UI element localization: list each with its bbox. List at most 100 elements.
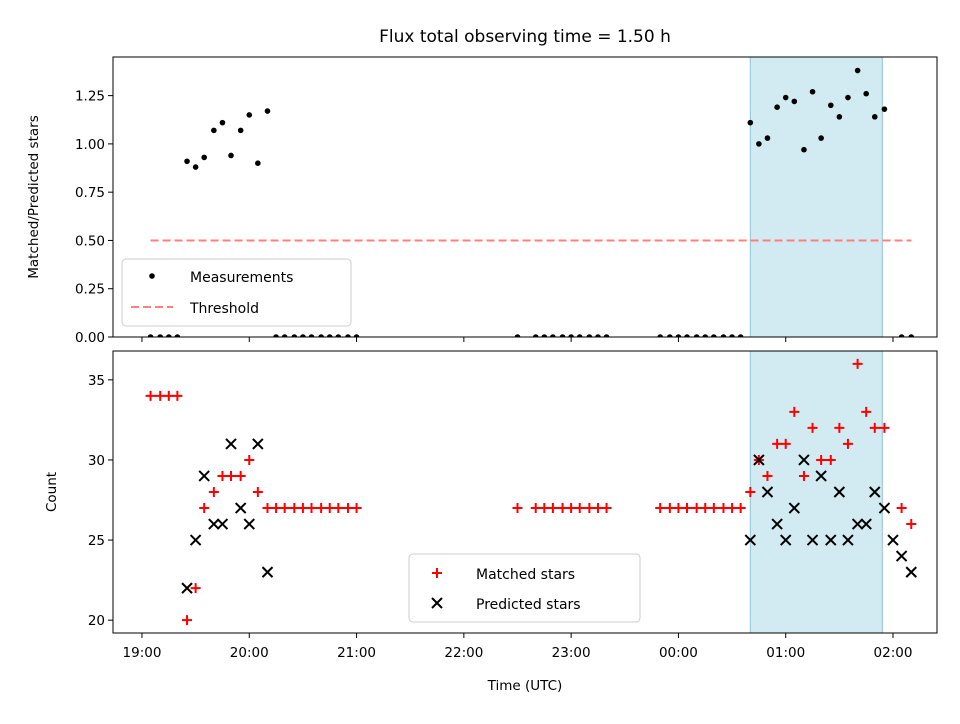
matched-star-point: [772, 438, 783, 449]
y-tick-label: 20: [88, 613, 105, 629]
matched-star-point: [235, 470, 246, 481]
predicted-star-point: [825, 534, 837, 546]
predicted-star-point: [869, 486, 881, 498]
y-tick-label: 0.50: [75, 233, 105, 249]
legend-box: [408, 553, 641, 623]
predicted-star-point: [887, 534, 899, 546]
legend-label-threshold: Threshold: [189, 301, 259, 317]
predicted-star-point: [252, 438, 264, 450]
x-tick-label: 01:00: [766, 645, 805, 661]
matched-star-point: [780, 438, 791, 449]
measurement-point: [720, 334, 727, 337]
measurement-point: [211, 127, 217, 134]
plot-area: [147, 67, 915, 337]
matched-star-point: [735, 503, 746, 514]
measurement-point: [898, 334, 905, 337]
measurement-point: [586, 334, 593, 337]
measurement-point: [246, 112, 253, 118]
matched-star-point: [333, 503, 344, 514]
measurement-point: [353, 334, 360, 337]
measurement-point: [291, 334, 298, 337]
predicted-star-point: [243, 518, 255, 530]
legend-label-measurements: Measurements: [190, 270, 293, 286]
matched-star-point: [718, 503, 729, 514]
measurement-point: [845, 94, 851, 101]
matched-star-point: [825, 454, 836, 465]
axes-frame: [112, 56, 938, 338]
measurement-point: [729, 334, 735, 337]
matched-star-point: [289, 503, 300, 514]
matched-star-point: [852, 358, 863, 369]
matched-star-point: [592, 503, 603, 514]
measurement-point: [667, 334, 673, 337]
predicted-star-point: [744, 534, 757, 546]
measurement-point: [836, 114, 843, 120]
measurement-point: [318, 334, 324, 337]
measurement-point: [541, 334, 548, 337]
predicted-star-point: [753, 454, 765, 466]
matched-star-point: [682, 503, 693, 514]
measurement-point: [184, 158, 190, 165]
legend-label-predicted: Predicted stars: [476, 597, 581, 613]
matched-star-point: [244, 454, 255, 465]
matched-star-point: [869, 422, 880, 433]
matched-star-point: [297, 503, 308, 514]
plot-area: [145, 358, 917, 626]
measurement-point: [871, 114, 878, 120]
measurement-point: [881, 106, 888, 112]
measurement-point: [908, 334, 915, 337]
matched-star-point: [172, 390, 183, 401]
matched-star-point: [306, 503, 317, 514]
predicted-star-point: [771, 518, 783, 530]
x-tick-label: 19:00: [123, 645, 162, 661]
measurement-point: [201, 154, 207, 161]
measurement-point: [774, 104, 780, 111]
matched-star-point: [879, 422, 890, 433]
matched-star-point: [145, 390, 156, 401]
matched-star-point: [566, 503, 577, 514]
y-axis-label: Matched/Predicted stars: [26, 115, 42, 278]
axes-frame: [112, 350, 938, 634]
predicted-star-point: [895, 550, 908, 562]
matched-star-point: [342, 503, 353, 514]
measurement-point: [165, 334, 172, 337]
ratio-panel: 0.00 0.25 0.50 0.75 1.00 1.25 Matched/Predicte…: [26, 56, 938, 346]
matched-star-point: [199, 503, 210, 514]
measurement-point: [192, 164, 199, 170]
y-tick-label: 25: [88, 533, 105, 549]
y-axis-label: Count: [44, 472, 60, 512]
y-tick-label: 35: [88, 373, 105, 389]
predicted-star-point: [189, 534, 202, 546]
matched-star-point: [691, 503, 702, 514]
predicted-star-point: [788, 502, 801, 514]
matched-star-point: [673, 503, 684, 514]
measurement-point: [219, 119, 226, 126]
legend-label-matched: Matched stars: [476, 567, 575, 583]
y-tick-label: 1.25: [75, 89, 105, 105]
measurement-point: [568, 334, 574, 337]
y-tick-label: 0.75: [75, 185, 105, 201]
measurement-point: [157, 334, 164, 337]
measurement-point: [335, 334, 342, 337]
matched-star-point: [842, 438, 853, 449]
measurement-point: [237, 127, 244, 134]
matched-star-point: [351, 503, 362, 514]
measurement-point: [747, 119, 754, 126]
measurement-point: [550, 334, 556, 337]
matched-star-point: [834, 422, 845, 433]
matched-star-point: [861, 406, 872, 417]
predicted-star-point: [860, 518, 872, 530]
matched-star-point: [512, 503, 523, 514]
matched-star-point: [727, 503, 738, 514]
measurement-point: [174, 334, 181, 337]
legend-marker-matched: [432, 568, 442, 578]
matched-star-point: [584, 503, 595, 514]
measurement-point: [827, 102, 834, 109]
predicted-star-point: [208, 518, 220, 530]
measurement-point: [791, 98, 798, 105]
measurement-point: [737, 334, 744, 337]
matched-star-point: [896, 503, 907, 514]
matched-star-point: [324, 503, 335, 514]
y-tick-label: 0.00: [75, 330, 105, 346]
